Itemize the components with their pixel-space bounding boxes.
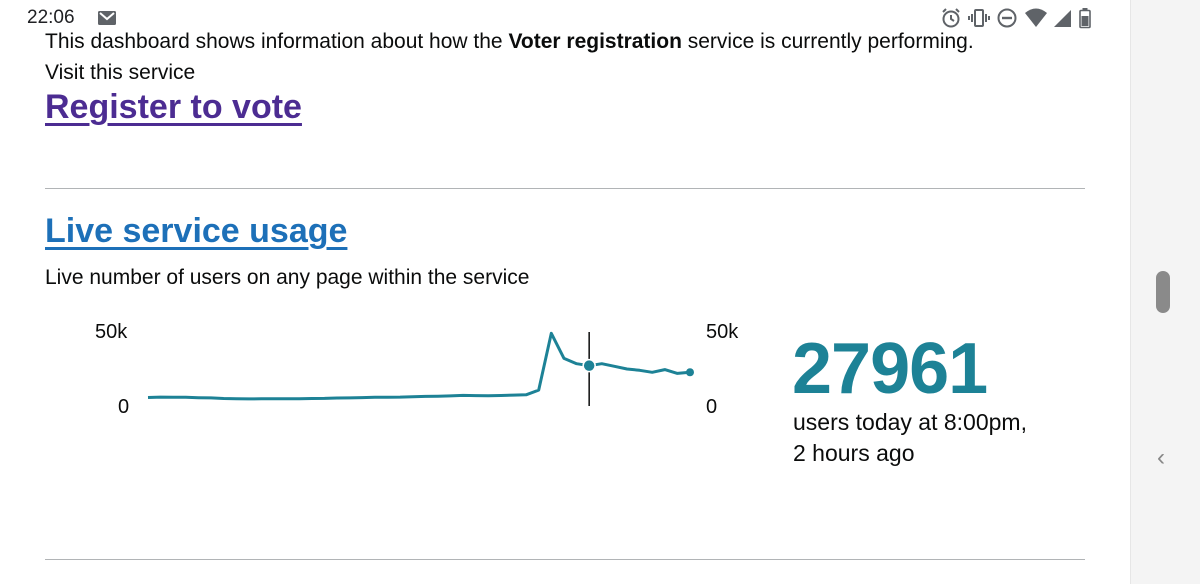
- alarm-icon: [942, 8, 960, 28]
- caption-line-1: users today at 8:00pm,: [793, 409, 1027, 435]
- mail-icon: [98, 11, 116, 25]
- signal-icon: [1054, 10, 1071, 27]
- chevron-left-icon[interactable]: ‹: [1157, 444, 1165, 471]
- intro-prefix: This dashboard shows information about h…: [45, 30, 509, 53]
- right-axis-tick-top: 50k: [706, 321, 739, 343]
- intro-text: This dashboard shows information about h…: [45, 30, 974, 54]
- status-time: 22:06: [27, 7, 75, 28]
- usage-series-line: [147, 331, 691, 401]
- battery-icon: [1079, 8, 1091, 29]
- section-divider: [45, 559, 1085, 560]
- do-not-disturb-icon: [997, 8, 1017, 28]
- live-service-usage-link[interactable]: Live service usage: [45, 212, 348, 250]
- status-bar: 22:06: [0, 0, 1130, 36]
- live-user-caption: users today at 8:00pm, 2 hours ago: [793, 407, 1053, 469]
- left-axis-tick-top: 50k: [95, 321, 128, 343]
- visit-service-label: Visit this service: [45, 61, 196, 84]
- register-to-vote-link[interactable]: Register to vote: [45, 88, 302, 126]
- live-usage-description: Live number of users on any page within …: [45, 266, 530, 289]
- scroll-thumb[interactable]: [1156, 271, 1170, 313]
- intro-suffix: service is currently performing.: [681, 30, 974, 53]
- chart-plot-area: [147, 331, 694, 406]
- service-name: Voter registration: [508, 30, 682, 53]
- right-axis-tick-bottom: 0: [706, 396, 717, 418]
- status-icons: [940, 7, 1092, 29]
- latest-point: [686, 368, 694, 377]
- section-divider: [45, 188, 1085, 189]
- live-usage-sparkline: 50k 0 50k 0: [95, 321, 739, 418]
- wifi-icon: [1025, 8, 1047, 27]
- live-user-count: 27961: [792, 329, 988, 409]
- highlight-point[interactable]: [582, 358, 596, 373]
- left-axis-tick-bottom: 0: [118, 396, 129, 418]
- caption-line-2: 2 hours ago: [793, 440, 915, 466]
- vibrate-icon: [968, 9, 990, 27]
